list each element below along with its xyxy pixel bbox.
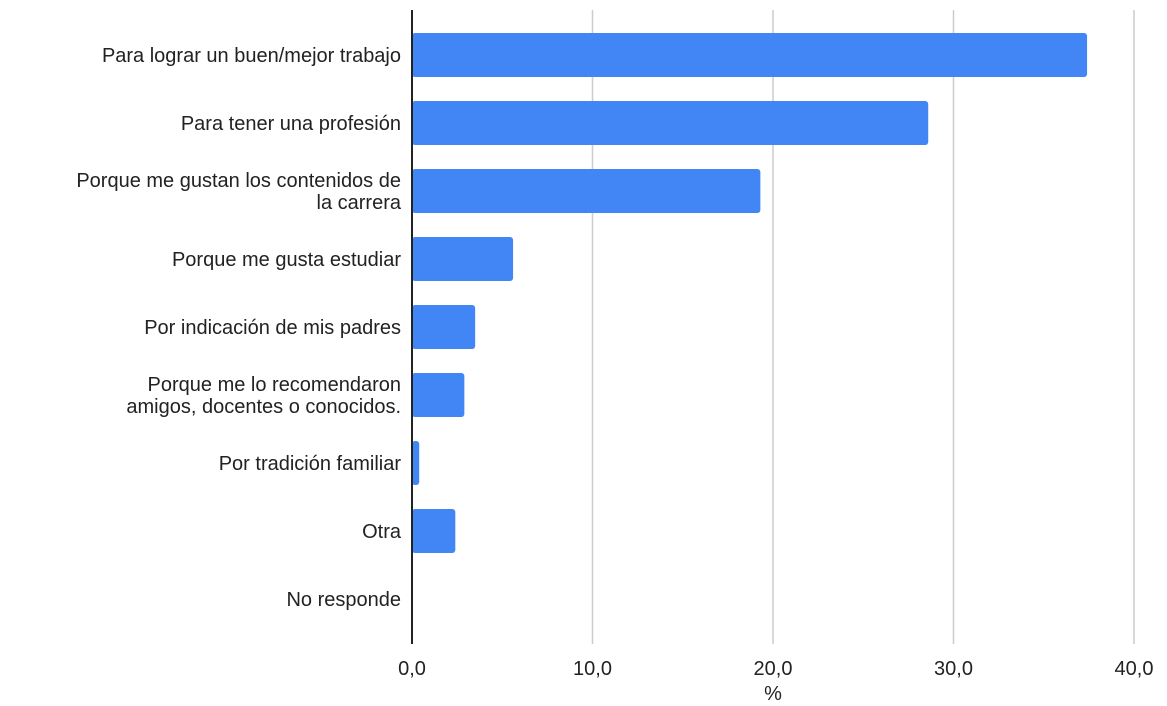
bar (412, 169, 761, 213)
category-label: Porque me lo recomendaron (148, 374, 401, 396)
category-label: Porque me gusta estudiar (172, 249, 401, 271)
category-label: Para lograr un buen/mejor trabajo (102, 45, 401, 67)
category-label: No responde (286, 589, 401, 611)
x-tick-label: 40,0 (1115, 658, 1154, 680)
x-axis-title: % (764, 683, 782, 705)
x-tick-label: 20,0 (754, 658, 793, 680)
category-label: Por tradición familiar (219, 453, 402, 475)
x-tick-labels: 0,0 10,0 20,0 30,0 40,0 (398, 658, 1153, 680)
bar (412, 441, 420, 485)
bar (412, 373, 465, 417)
bar (412, 237, 514, 281)
category-label: Porque me gustan los contenidos de (76, 170, 401, 192)
bar (412, 305, 476, 349)
category-label: Otra (362, 521, 402, 543)
bars (412, 33, 1088, 553)
category-labels: Para lograr un buen/mejor trabajo Para te… (76, 45, 402, 611)
bar (412, 101, 929, 145)
category-label: Por indicación de mis padres (144, 317, 401, 339)
bar (412, 33, 1088, 77)
category-label: la carrera (317, 192, 402, 214)
bar (412, 509, 456, 553)
x-tick-label: 30,0 (934, 658, 973, 680)
category-label: amigos, docentes o conocidos. (126, 396, 401, 418)
x-tick-label: 10,0 (573, 658, 612, 680)
category-label: Para tener una profesión (181, 113, 401, 135)
x-tick-label: 0,0 (398, 658, 426, 680)
